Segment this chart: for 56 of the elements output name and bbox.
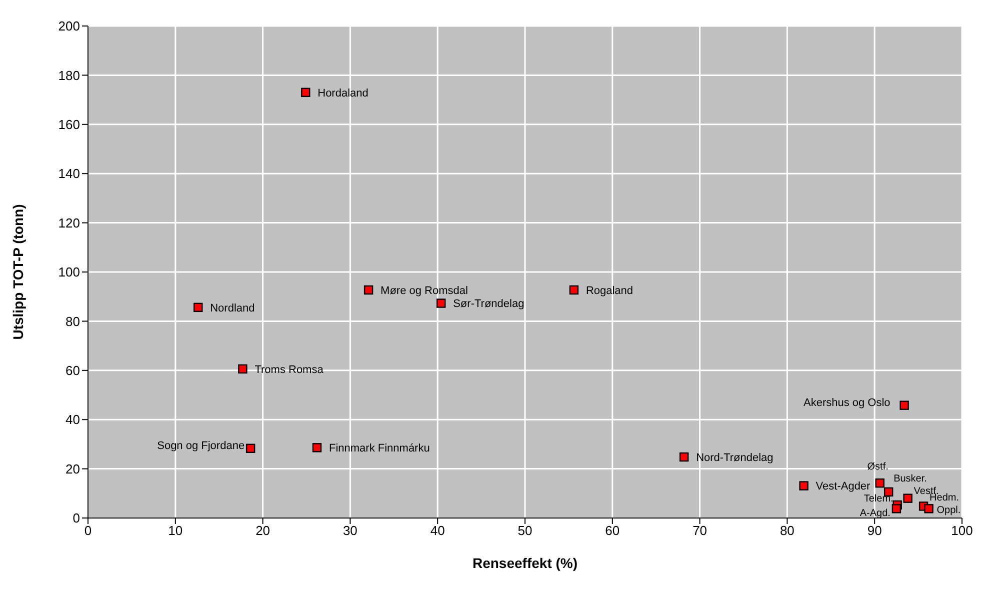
annotation: Sør-Trøndelag: [453, 298, 524, 310]
y-tick-label: 40: [66, 412, 80, 428]
annotation: Hordaland: [318, 87, 368, 100]
annotation: Sogn og Fjordane: [157, 440, 245, 452]
x-tick-label: 10: [168, 523, 183, 538]
y-tick-label: 120: [58, 215, 80, 230]
x-tick-label: 80: [780, 523, 794, 538]
point: [924, 504, 934, 514]
annotation: Nordland: [210, 302, 255, 314]
y-tick-label: 80: [66, 314, 80, 329]
x-tick-label: 70: [692, 523, 708, 538]
annotation: Oppl.: [936, 505, 961, 516]
x-tick-label: 60: [605, 523, 620, 538]
x-tick-label: 50: [518, 523, 532, 538]
annotation: Telem.: [864, 493, 894, 504]
point: [301, 88, 310, 98]
x-tick-label: 20: [256, 523, 270, 538]
x-tick-label: 90: [867, 523, 882, 538]
y-tick-label: 20: [66, 461, 80, 476]
point: [364, 285, 374, 295]
y-tick-label: 180: [58, 68, 80, 83]
point: [194, 302, 203, 312]
point: [875, 478, 884, 488]
y-axis-title: Utslipp TOT-P (tonn): [10, 204, 26, 340]
point: [799, 481, 808, 490]
x-tick-label: 40: [430, 523, 445, 538]
y-tick-label: 200: [58, 18, 80, 34]
annotation: Rogaland: [586, 284, 634, 297]
annotation: A-Agd.: [860, 508, 890, 520]
annotation: Nord-Trøndelag: [696, 452, 774, 464]
x-axis-title: Renseeffekt (%): [472, 555, 578, 571]
y-tick-label: 0: [72, 510, 80, 526]
point: [569, 285, 579, 295]
y-tick-label: 60: [66, 363, 80, 378]
y-tick-label: 140: [58, 166, 80, 182]
annotation: Akershus og Oslo: [803, 397, 890, 410]
point: [903, 494, 912, 503]
point: [900, 400, 909, 410]
point: [436, 298, 446, 308]
y-tick-label: 160: [58, 117, 80, 132]
point: [679, 452, 689, 462]
annotation: Vest-Agder: [816, 480, 871, 493]
annotation: Troms Romsa: [254, 364, 324, 376]
x-tick-label: 30: [342, 523, 358, 538]
annotation: Østf.: [867, 462, 888, 473]
annotation: Hedm.: [930, 492, 959, 504]
point: [238, 364, 248, 374]
point: [312, 443, 322, 452]
x-tick-label: 100: [951, 523, 973, 538]
y-tick-label: 100: [58, 264, 80, 280]
x-tick-label: 0: [84, 523, 92, 538]
annotation: Møre og Romsdal: [380, 284, 468, 297]
annotation: Finnmark Finnmárku: [328, 442, 430, 454]
point: [892, 504, 902, 514]
point: [246, 444, 256, 453]
annotation: Busker.: [894, 473, 927, 484]
